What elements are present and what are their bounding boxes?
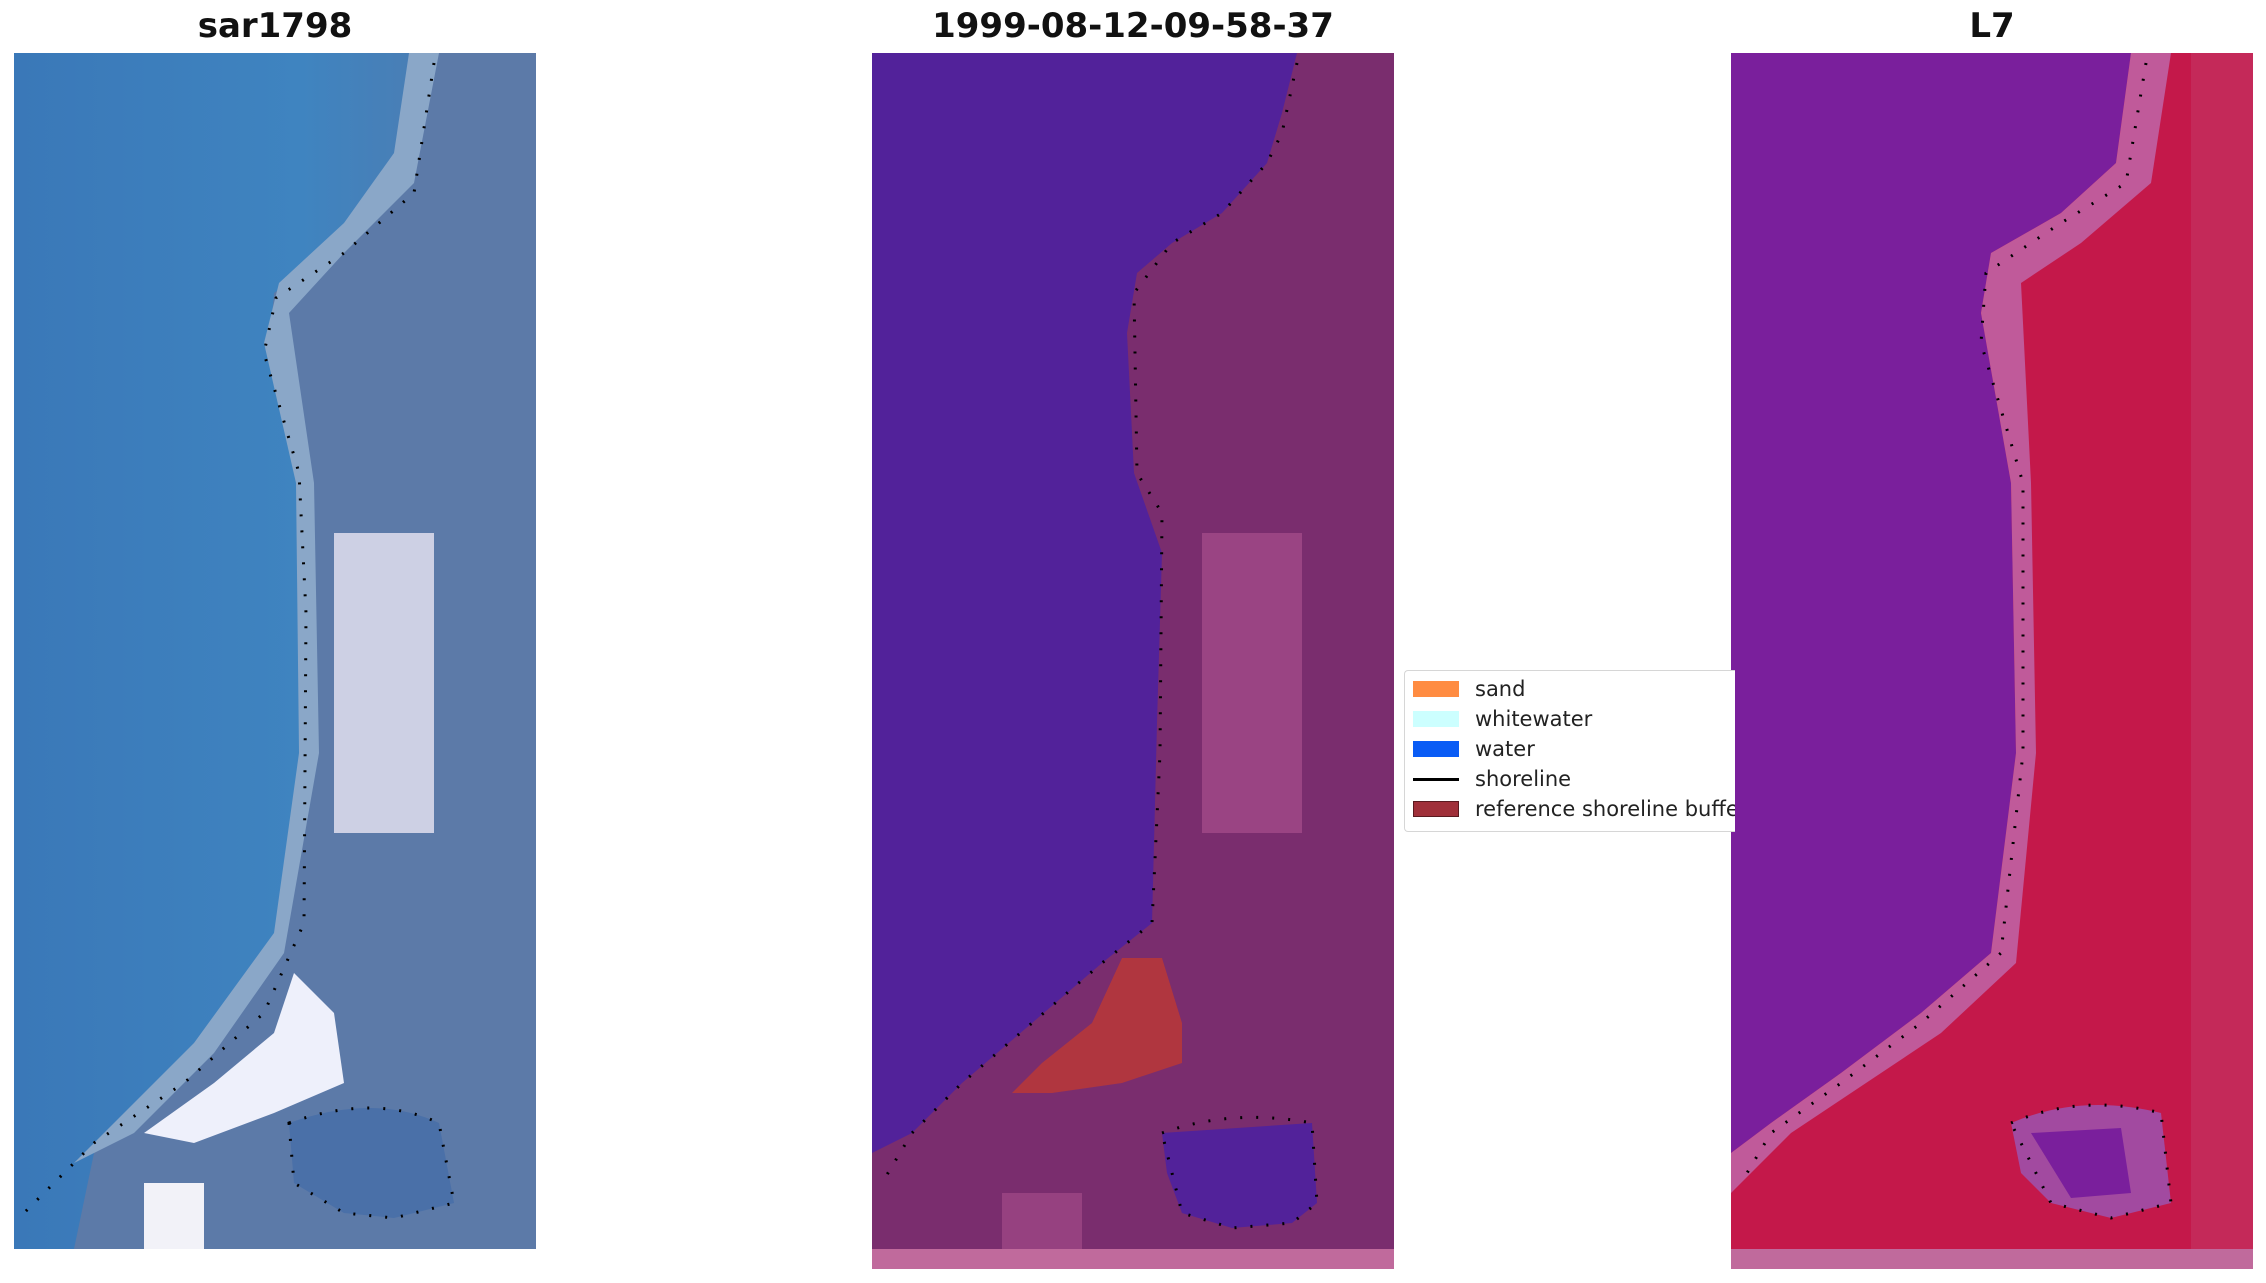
classified-light-patch-2: [1002, 1193, 1082, 1249]
legend-item-whitewater: whitewater: [1413, 704, 1592, 734]
legend-item-reference-buffer: reference shoreline buffer: [1413, 794, 1735, 824]
ndwi-image: [1731, 53, 2253, 1269]
rgb-image: [14, 53, 536, 1249]
classified-bottom-strip: [872, 1249, 1394, 1269]
classified-image: [872, 53, 1394, 1269]
classified-buffer: [1012, 958, 1182, 1093]
legend-label-shoreline: shoreline: [1475, 767, 1572, 791]
legend-label-reference-buffer: reference shoreline buffer: [1475, 797, 1735, 821]
panel-title-rgb: sar1798: [197, 6, 353, 46]
legend-label-whitewater: whitewater: [1475, 707, 1593, 731]
rgb-shoreline: [22, 62, 436, 1215]
classified-light-patch: [1202, 533, 1302, 833]
classified-water-area: [872, 53, 1297, 1153]
legend-label-water: water: [1475, 737, 1535, 761]
classified-image-panel: [872, 53, 1394, 1269]
legend-swatch-water: [1413, 741, 1459, 757]
legend: sand whitewater water shoreline referenc…: [1404, 670, 1735, 832]
rgb-bright-patch: [334, 533, 434, 833]
panel-title-classified: 1999-08-12-09-58-37: [932, 6, 1334, 46]
rgb-white-bottom: [144, 1183, 204, 1249]
ndwi-right-edge: [2191, 53, 2253, 1249]
rgb-sand-strip: [74, 53, 439, 1163]
panel-title-ndwi: L7: [1969, 6, 2015, 46]
rgb-whitewater: [144, 973, 344, 1143]
rgb-image-panel: [14, 53, 536, 1249]
legend-item-shoreline: shoreline: [1413, 764, 1571, 794]
rgb-land-area: [74, 53, 536, 1249]
ndwi-lagoon-core: [2031, 1128, 2131, 1198]
legend-label-sand: sand: [1475, 677, 1526, 701]
legend-swatch-whitewater: [1413, 711, 1459, 727]
legend-swatch-reference-buffer: [1413, 801, 1459, 817]
ndwi-image-panel: [1731, 53, 2253, 1269]
classified-lagoon: [1162, 1123, 1317, 1228]
legend-swatch-sand: [1413, 681, 1459, 697]
legend-swatch-shoreline: [1413, 777, 1459, 781]
ndwi-bottom-strip: [1731, 1249, 2253, 1269]
ndwi-water-area: [1731, 53, 2131, 1153]
ndwi-edge-band: [1731, 53, 2171, 1193]
legend-item-sand: sand: [1413, 674, 1525, 704]
rgb-lagoon: [289, 1108, 454, 1218]
legend-item-water: water: [1413, 734, 1535, 764]
